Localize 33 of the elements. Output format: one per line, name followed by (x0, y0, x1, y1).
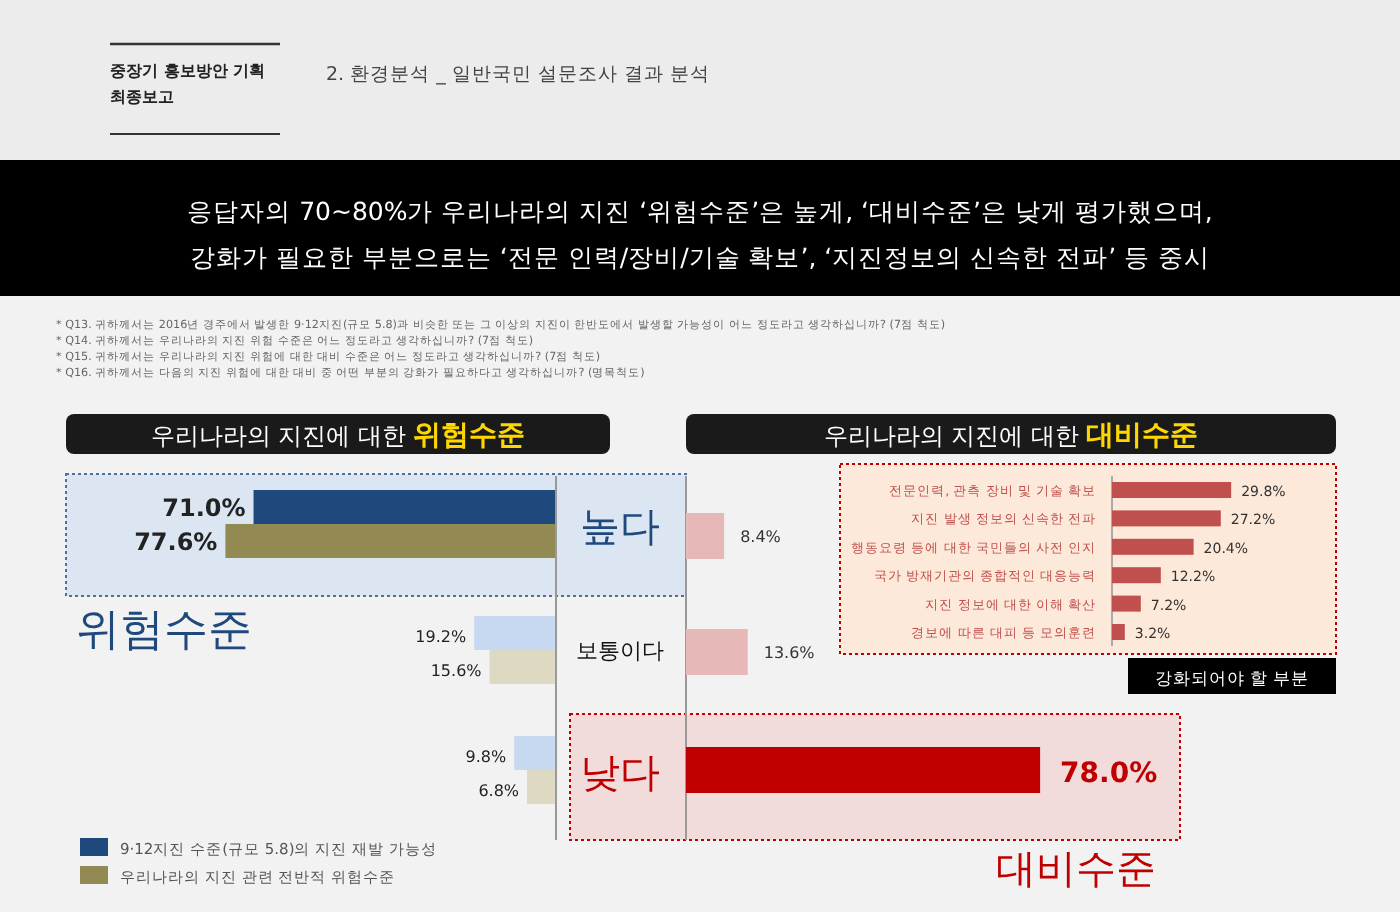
bar (474, 616, 556, 650)
bar (1112, 482, 1232, 498)
bar (1112, 567, 1161, 584)
text: 중장기 홍보방안 기획 최종보고 (110, 62, 266, 106)
data-label: 6.8% (478, 782, 520, 800)
data-label: 78.0% (1060, 758, 1158, 790)
chart-title: 우리나라의 지진에 대한 대비수준 (823, 420, 1199, 452)
data-label: 77.6% (134, 528, 218, 556)
data-label: 9.8% (465, 748, 508, 766)
bar (1112, 624, 1125, 640)
bar (1112, 595, 1141, 612)
data-label: 71.0% (162, 494, 246, 522)
bar (489, 650, 556, 684)
y-tick-label: 보통이다 (576, 638, 664, 664)
bar (1112, 510, 1221, 527)
text: 강화되어야 할 부분 (1154, 670, 1310, 690)
text: 강화가 필요한 부분으로는 ‘전문 인력/장비/기술 확보’, ‘지진정보의 신속한 전파’ 등 중시 (189, 242, 1211, 272)
annotation: 위험수준 (76, 606, 252, 656)
y-tick-label: 높다 (580, 502, 660, 550)
y-tick-label: 낮다 (580, 748, 660, 796)
bar (527, 770, 556, 804)
chart-title: 우리나라의 지진에 대한 위험수준 (150, 420, 526, 452)
text: 대비수준 (996, 844, 1156, 892)
data-label: 19.2% (415, 628, 467, 646)
text: 2. 환경분석 _ 일반국민 설문조사 결과 분석 (326, 64, 710, 86)
bar (253, 490, 556, 524)
data-label: 8.4% (740, 528, 782, 546)
bar (1112, 538, 1194, 555)
data-label: 15.6% (430, 662, 483, 680)
bar (225, 524, 556, 558)
text: 응답자의 70~80%가 우리나라의 지진 ‘위험수준’은 높게, ‘대비수준’은 낮게 평가했으며, (187, 196, 1213, 226)
data-label: 13.6% (763, 644, 816, 662)
bar (514, 736, 556, 770)
